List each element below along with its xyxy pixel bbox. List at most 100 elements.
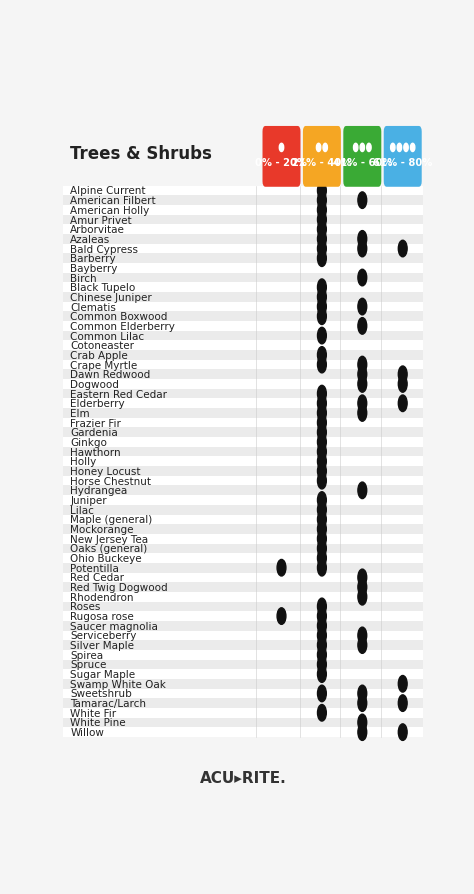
- Circle shape: [318, 704, 326, 721]
- Circle shape: [358, 405, 367, 422]
- FancyBboxPatch shape: [63, 486, 423, 495]
- Circle shape: [318, 347, 326, 364]
- Circle shape: [318, 521, 326, 537]
- Circle shape: [358, 724, 367, 740]
- Text: Rhodendron: Rhodendron: [70, 592, 134, 602]
- Text: White Pine: White Pine: [70, 718, 126, 728]
- FancyBboxPatch shape: [63, 389, 423, 399]
- Text: Potentilla: Potentilla: [70, 563, 119, 573]
- Text: Dawn Redwood: Dawn Redwood: [70, 370, 151, 380]
- Circle shape: [318, 425, 326, 441]
- Circle shape: [277, 560, 286, 577]
- FancyBboxPatch shape: [63, 505, 423, 515]
- Circle shape: [358, 318, 367, 334]
- Circle shape: [410, 144, 415, 152]
- Text: Hydrangea: Hydrangea: [70, 485, 128, 496]
- Text: Barberry: Barberry: [70, 254, 116, 264]
- Text: ACU▸RITE.: ACU▸RITE.: [200, 771, 286, 785]
- Text: Gardenia: Gardenia: [70, 428, 118, 438]
- Circle shape: [277, 608, 286, 625]
- Text: Common Elderberry: Common Elderberry: [70, 322, 175, 332]
- Circle shape: [318, 290, 326, 306]
- FancyBboxPatch shape: [63, 698, 423, 708]
- Circle shape: [318, 250, 326, 267]
- Text: Honey Locust: Honey Locust: [70, 467, 141, 477]
- Circle shape: [358, 193, 367, 209]
- Circle shape: [318, 493, 326, 509]
- Text: Swamp White Oak: Swamp White Oak: [70, 679, 166, 689]
- FancyBboxPatch shape: [63, 611, 423, 621]
- FancyBboxPatch shape: [63, 399, 423, 409]
- Circle shape: [358, 241, 367, 257]
- Text: Common Lilac: Common Lilac: [70, 331, 145, 342]
- Circle shape: [318, 395, 326, 412]
- FancyBboxPatch shape: [63, 418, 423, 428]
- Circle shape: [318, 560, 326, 577]
- Text: Bald Cypress: Bald Cypress: [70, 244, 138, 254]
- Text: Willow: Willow: [70, 728, 104, 738]
- Circle shape: [318, 473, 326, 489]
- Circle shape: [318, 541, 326, 557]
- Text: Holly: Holly: [70, 457, 97, 467]
- Circle shape: [397, 144, 401, 152]
- Circle shape: [358, 589, 367, 605]
- Circle shape: [318, 686, 326, 702]
- Text: Bayberry: Bayberry: [70, 264, 118, 274]
- Circle shape: [398, 676, 407, 692]
- Text: Hawthorn: Hawthorn: [70, 447, 121, 457]
- Text: Horse Chestnut: Horse Chestnut: [70, 477, 151, 486]
- FancyBboxPatch shape: [63, 631, 423, 640]
- Text: American Holly: American Holly: [70, 206, 149, 215]
- Text: Azaleas: Azaleas: [70, 234, 110, 245]
- Text: Eastern Red Cedar: Eastern Red Cedar: [70, 389, 167, 399]
- Text: Lilac: Lilac: [70, 505, 94, 515]
- FancyBboxPatch shape: [63, 467, 423, 477]
- FancyBboxPatch shape: [63, 274, 423, 283]
- Circle shape: [358, 579, 367, 595]
- FancyBboxPatch shape: [63, 650, 423, 660]
- Circle shape: [318, 299, 326, 316]
- FancyBboxPatch shape: [63, 535, 423, 544]
- Circle shape: [317, 144, 321, 152]
- Circle shape: [367, 144, 371, 152]
- Text: Amur Privet: Amur Privet: [70, 215, 132, 225]
- Circle shape: [279, 144, 284, 152]
- Circle shape: [318, 212, 326, 229]
- FancyBboxPatch shape: [63, 215, 423, 225]
- Circle shape: [318, 405, 326, 422]
- Circle shape: [358, 357, 367, 374]
- Circle shape: [358, 483, 367, 499]
- Circle shape: [358, 637, 367, 654]
- Circle shape: [398, 376, 407, 392]
- Circle shape: [318, 666, 326, 683]
- FancyBboxPatch shape: [63, 447, 423, 457]
- Text: Spruce: Spruce: [70, 660, 107, 670]
- FancyBboxPatch shape: [63, 438, 423, 447]
- FancyBboxPatch shape: [63, 583, 423, 592]
- Text: 0% - 20%: 0% - 20%: [255, 158, 308, 168]
- Circle shape: [318, 280, 326, 296]
- Text: Saucer magnolia: Saucer magnolia: [70, 621, 158, 631]
- Circle shape: [398, 695, 407, 712]
- Circle shape: [318, 415, 326, 432]
- FancyBboxPatch shape: [63, 621, 423, 631]
- Circle shape: [358, 695, 367, 712]
- FancyBboxPatch shape: [263, 127, 301, 188]
- FancyBboxPatch shape: [63, 457, 423, 467]
- FancyBboxPatch shape: [63, 244, 423, 254]
- Text: Rugosa rose: Rugosa rose: [70, 611, 134, 621]
- Text: Maple (general): Maple (general): [70, 515, 153, 525]
- Circle shape: [404, 144, 408, 152]
- Text: 61% - 80%: 61% - 80%: [373, 158, 432, 168]
- Text: Chinese Juniper: Chinese Juniper: [70, 292, 152, 302]
- FancyBboxPatch shape: [303, 127, 341, 188]
- Circle shape: [318, 241, 326, 257]
- Circle shape: [323, 144, 328, 152]
- Circle shape: [358, 686, 367, 702]
- FancyBboxPatch shape: [63, 292, 423, 302]
- Text: Red Cedar: Red Cedar: [70, 573, 124, 583]
- Circle shape: [318, 328, 326, 344]
- Circle shape: [358, 367, 367, 384]
- FancyBboxPatch shape: [63, 477, 423, 486]
- Text: Sugar Maple: Sugar Maple: [70, 670, 136, 679]
